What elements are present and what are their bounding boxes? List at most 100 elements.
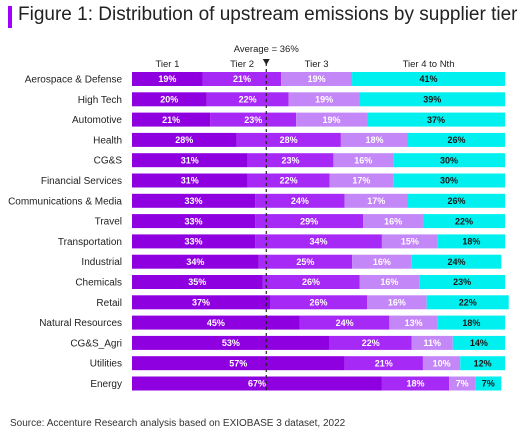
bar-segment-tier-3: [329, 173, 394, 188]
data-label: 12%: [474, 358, 492, 368]
bar-segment-tier-4: [359, 92, 505, 107]
bar-segment-tier-2: [202, 72, 282, 86]
bar-segment-tier-1: [132, 132, 237, 147]
bar-segment-tier-3: [288, 92, 360, 107]
data-label: 26%: [448, 196, 466, 206]
data-label: 13%: [405, 318, 423, 328]
category-label: Automotive: [72, 115, 122, 126]
data-label: 20%: [160, 95, 178, 105]
bar-segment-tier-4: [422, 214, 505, 229]
data-label: 18%: [365, 135, 383, 145]
bar-segment-tier-4: [408, 193, 505, 208]
bar-segment-tier-1: [132, 112, 211, 127]
data-label: 30%: [440, 176, 458, 186]
average-label: Average = 36%: [234, 44, 300, 55]
category-label: Travel: [95, 217, 122, 228]
data-label: 37%: [427, 115, 445, 125]
data-label: 24%: [336, 318, 354, 328]
bar-segment-tier-3: [340, 132, 409, 147]
data-label: 17%: [352, 176, 370, 186]
data-label: 30%: [440, 155, 458, 165]
bar-segment-tier-1: [132, 153, 248, 168]
bar-segment-tier-2: [344, 356, 423, 371]
data-label: 11%: [423, 338, 441, 348]
bar-segment-tier-3: [296, 112, 367, 127]
bar-segment-tier-2: [381, 376, 450, 391]
bar-segment-tier-3: [333, 153, 394, 168]
data-label: 29%: [300, 216, 318, 226]
category-label: Industrial: [81, 257, 122, 268]
data-label: 28%: [280, 135, 298, 145]
bar-segment-tier-3: [422, 356, 461, 371]
data-label: 33%: [185, 237, 203, 247]
data-label: 22%: [239, 95, 257, 105]
bar-segment-tier-1: [132, 92, 207, 107]
bar-segment-tier-3: [389, 315, 438, 330]
data-label: 22%: [280, 176, 298, 186]
bar-segment-tier-4: [393, 173, 505, 188]
bar-segment-tier-4: [437, 234, 505, 249]
bar-segment-tier-1: [132, 72, 203, 86]
data-label: 24%: [291, 196, 309, 206]
bar-segment-tier-4: [408, 132, 505, 147]
data-label: 57%: [229, 358, 247, 368]
bar-segment-tier-4: [419, 275, 505, 289]
legend-label-tier-4: Tier 4 to Nth: [403, 59, 455, 70]
bar-segment-tier-4: [452, 335, 505, 350]
category-label: Health: [93, 135, 122, 146]
data-label: 16%: [380, 277, 398, 287]
bar-segment-tier-3: [281, 72, 353, 86]
bar-segment-tier-3: [411, 335, 453, 350]
category-label: High Tech: [78, 95, 122, 106]
data-label: 15%: [401, 237, 419, 247]
data-label: 67%: [248, 379, 266, 389]
legend-label-tier-1: Tier 1: [155, 59, 179, 70]
bar-segment-tier-2: [210, 112, 297, 127]
data-label: 7%: [482, 379, 495, 389]
category-label: Retail: [96, 298, 122, 309]
category-label: Financial Services: [41, 176, 122, 187]
data-label: 7%: [456, 379, 469, 389]
bar-segment-tier-2: [258, 254, 353, 269]
bar-segment-tier-1: [132, 335, 330, 350]
data-label: 14%: [470, 338, 488, 348]
data-label: 37%: [192, 298, 210, 308]
data-label: 31%: [181, 176, 199, 186]
bar-segment-tier-2: [255, 234, 382, 249]
bar-segment-tier-3: [344, 193, 409, 208]
bar-segment-tier-1: [132, 275, 263, 289]
data-label: 34%: [186, 257, 204, 267]
data-label: 18%: [462, 318, 480, 328]
data-label: 53%: [222, 338, 240, 348]
data-label: 23%: [282, 155, 300, 165]
data-label: 35%: [188, 277, 206, 287]
bar-segment-tier-1: [132, 214, 256, 229]
category-label: Aerospace & Defense: [25, 75, 123, 86]
data-label: 22%: [455, 216, 473, 226]
data-label: 23%: [244, 115, 262, 125]
data-label: 18%: [406, 379, 424, 389]
bar-segment-tier-2: [299, 315, 390, 330]
data-label: 26%: [309, 298, 327, 308]
bar-segment-tier-4: [411, 254, 502, 269]
category-label: CG&S: [94, 156, 123, 167]
data-label: 39%: [423, 95, 441, 105]
bar-segment-tier-1: [132, 254, 259, 269]
bar-segment-tier-1: [132, 193, 256, 208]
data-label: 45%: [207, 318, 225, 328]
category-label: Communications & Media: [8, 196, 122, 207]
bar-segment-tier-3: [352, 254, 412, 269]
bar-segment-tier-4: [366, 112, 505, 127]
chart-title: Figure 1: Distribution of upstream emiss…: [18, 4, 517, 25]
data-label: 19%: [158, 74, 176, 84]
bar-segment-tier-3: [363, 214, 423, 229]
data-label: 41%: [420, 74, 438, 84]
bar-segment-tier-1: [132, 234, 256, 249]
bar-segment-tier-2: [206, 92, 289, 107]
category-label: CG&S_Agri: [70, 338, 122, 349]
bar-segment-tier-3: [381, 234, 438, 249]
data-label: 26%: [302, 277, 320, 287]
bar-segment-tier-4: [393, 153, 505, 168]
data-label: 19%: [308, 74, 326, 84]
